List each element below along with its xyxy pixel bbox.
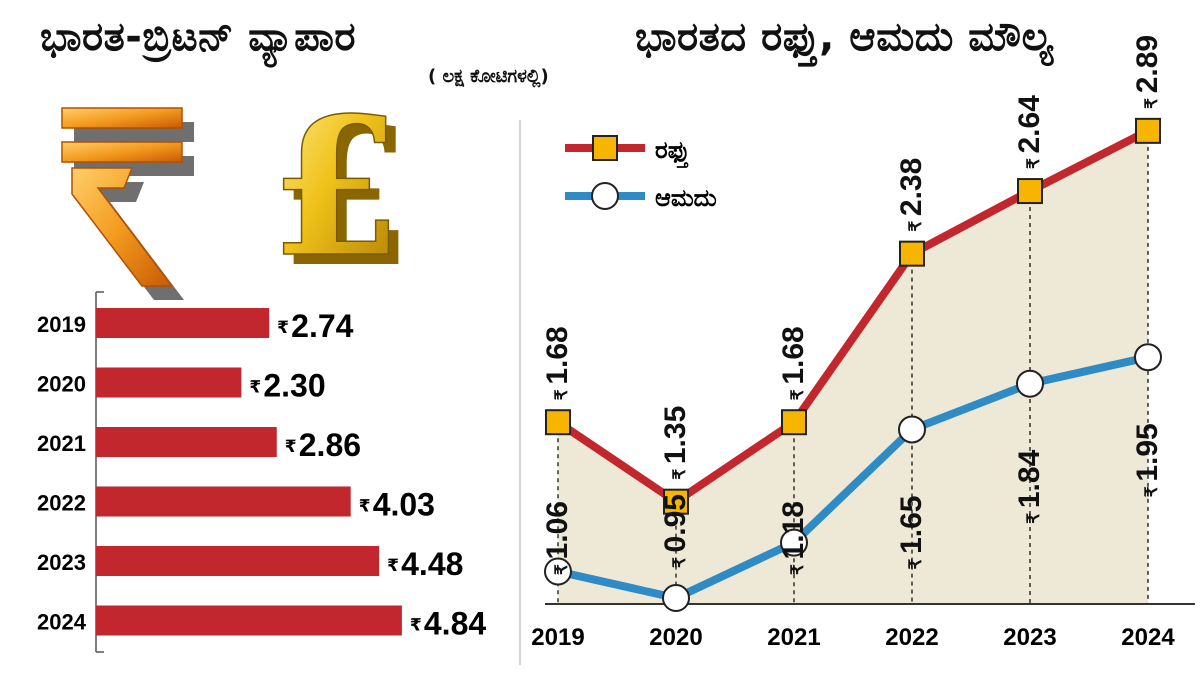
export-value-label: ₹ 2.38 xyxy=(895,158,928,232)
import-point-2021 xyxy=(780,528,808,557)
bar-value-label: 4.48 xyxy=(401,546,463,582)
pound-3d-icon: £ £ xyxy=(269,75,412,309)
bar-2021 xyxy=(96,427,277,457)
bar-category-label: 2022 xyxy=(37,491,86,516)
export-point-2023 xyxy=(1017,178,1043,205)
trade-title: ಭಾರತ-ಬ್ರಿಟನ್ ವ್ಯಾಪಾರ xyxy=(40,14,357,60)
bar-currency-symbol: ₹ xyxy=(277,318,289,338)
bar-category-label: 2023 xyxy=(37,550,86,575)
import-point-2019 xyxy=(544,557,572,586)
import-value-label: ₹ 1.18 xyxy=(777,501,810,575)
x-tick-label: 2024 xyxy=(1121,624,1175,651)
legend-export-marker xyxy=(592,135,618,161)
bar-2022 xyxy=(96,486,351,517)
import-value-label: ₹ 1.84 xyxy=(1013,449,1046,523)
bar-2024 xyxy=(96,605,402,636)
unit-subtitle: ( ಲಕ್ಷ ಕೋಟಿಗಳಲ್ಲಿ) xyxy=(428,66,549,87)
export-point-2019 xyxy=(545,409,571,436)
x-tick-label: 2021 xyxy=(767,624,820,651)
import-value-label: ₹ 1.65 xyxy=(895,496,928,570)
legend-export-label: ರಫ್ತು xyxy=(655,136,689,168)
import-point-2023 xyxy=(1016,369,1044,398)
legend-import-marker xyxy=(591,182,619,210)
bar-value-label: 2.30 xyxy=(263,368,325,404)
bar-category-label: 2024 xyxy=(37,610,87,635)
bar-value-label: 2.86 xyxy=(299,427,361,463)
x-tick-label: 2019 xyxy=(531,624,584,651)
bar-currency-symbol: ₹ xyxy=(410,616,422,636)
export-value-label: ₹ 2.64 xyxy=(1013,95,1046,169)
bar-category-label: 2019 xyxy=(37,312,86,337)
bar-value-label: 2.74 xyxy=(291,308,353,344)
x-tick-label: 2022 xyxy=(885,624,938,651)
bar-value-label: 4.03 xyxy=(373,487,435,523)
bar-category-label: 2020 xyxy=(37,372,86,397)
import-line xyxy=(557,353,1149,602)
bar-currency-symbol: ₹ xyxy=(249,378,261,398)
export-value-label: ₹ 1.68 xyxy=(541,326,574,400)
bar-value-label: 4.84 xyxy=(424,606,486,642)
x-tick-label: 2020 xyxy=(649,624,702,651)
import-value-label: ₹ 0.95 xyxy=(659,494,692,568)
export-point-2021 xyxy=(781,409,807,436)
import-point-2024 xyxy=(1134,343,1162,372)
x-tick-label: 2023 xyxy=(1003,624,1056,651)
export-point-2020 xyxy=(663,488,689,515)
bar-currency-symbol: ₹ xyxy=(285,437,297,457)
export-import-title: ಭಾರತದ ರಫ್ತು, ಆಮದು ಮೌಲ್ಯ xyxy=(635,14,1054,60)
export-line xyxy=(555,127,1150,506)
area-fill xyxy=(558,130,1148,604)
bar-2023 xyxy=(96,546,380,576)
import-value-label: ₹ 1.06 xyxy=(541,501,574,575)
bar-currency-symbol: ₹ xyxy=(387,556,399,576)
export-point-2022 xyxy=(899,240,925,267)
export-value-label: ₹ 1.68 xyxy=(777,326,810,400)
legend-import-label: ಆಮದು xyxy=(655,184,717,212)
bar-category-label: 2021 xyxy=(37,431,86,456)
bar-currency-symbol: ₹ xyxy=(359,497,371,517)
svg-text:£: £ xyxy=(270,76,402,299)
export-value-label: ₹ 2.89 xyxy=(1131,35,1164,109)
export-point-2024 xyxy=(1135,117,1161,144)
rupee-3d-icon xyxy=(61,107,194,300)
import-value-label: ₹ 1.95 xyxy=(1131,423,1164,497)
svg-text:£: £ xyxy=(280,86,412,309)
bar-2020 xyxy=(96,367,242,398)
import-point-2020 xyxy=(662,584,690,612)
bar-2019 xyxy=(96,308,270,338)
export-value-label: ₹ 1.35 xyxy=(659,406,692,480)
import-point-2022 xyxy=(898,415,926,444)
